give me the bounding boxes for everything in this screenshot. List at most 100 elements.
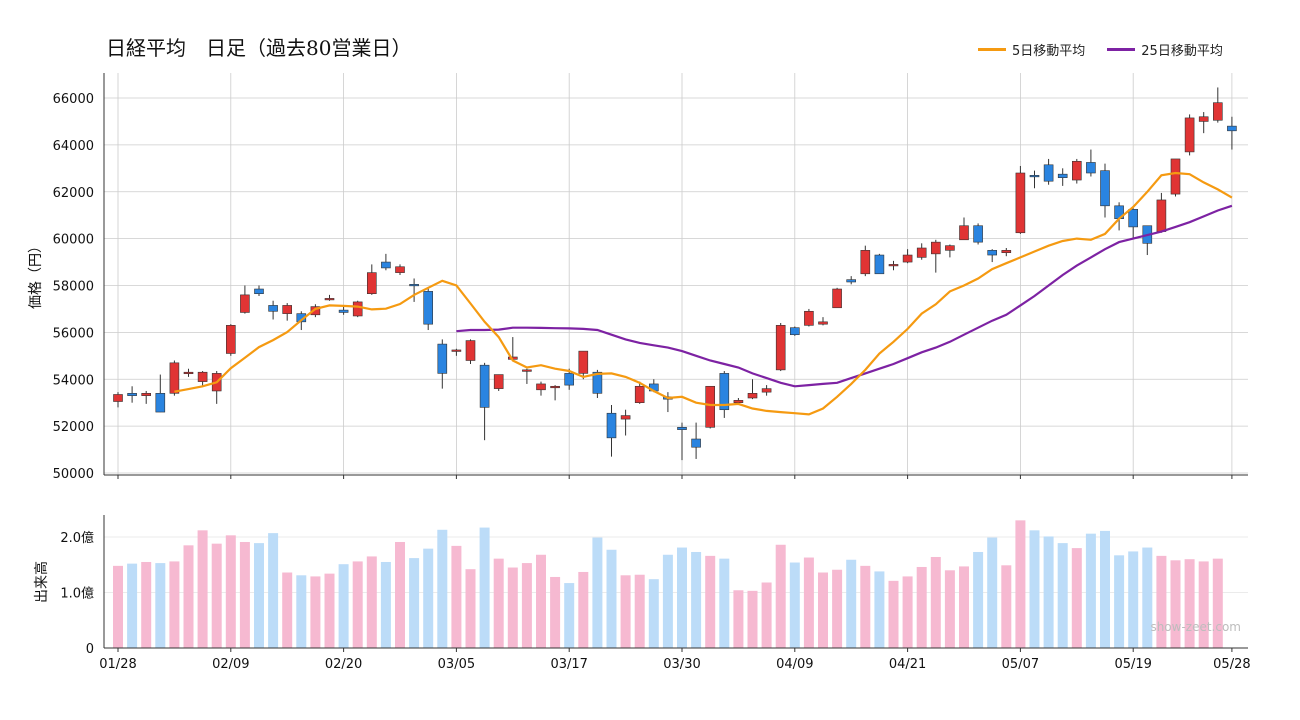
volume-bar	[987, 537, 998, 648]
candle-body	[874, 254, 885, 275]
x-tick-label: 05/19	[1114, 657, 1151, 672]
volume-bar	[423, 548, 434, 648]
candle-body	[1227, 125, 1237, 132]
candle-body	[268, 305, 278, 312]
candle-body	[1043, 164, 1054, 182]
candle-body	[465, 340, 476, 361]
volume-bar	[902, 576, 913, 648]
candle-body	[409, 284, 419, 287]
volume-bar	[916, 566, 927, 648]
candle-body	[902, 254, 913, 263]
candle-body	[479, 364, 490, 408]
volume-bar	[310, 576, 321, 648]
volume-panel: 0 1.0億 2.0億 01/28 02/09 02/20 03/05 03/17 03/30 0…	[33, 515, 1251, 672]
candle-body	[1057, 173, 1068, 178]
candle-body	[522, 369, 532, 372]
volume-bar	[521, 563, 532, 648]
volume-tick-label: 2.0億	[60, 530, 94, 546]
price-tick-label: 52000	[53, 420, 94, 435]
volume-bar	[338, 564, 349, 648]
candle-body	[1072, 160, 1082, 181]
volume-bar	[705, 555, 716, 648]
volume-bar	[239, 541, 250, 648]
candle-body	[959, 225, 969, 241]
x-tick-label: 03/05	[438, 657, 475, 672]
volume-bar	[324, 573, 335, 648]
candle-body	[592, 371, 603, 394]
price-tick-label: 64000	[53, 139, 94, 154]
volume-bar	[944, 570, 955, 648]
volume-bar	[564, 583, 575, 648]
volume-bar	[1128, 551, 1139, 648]
candle-body	[169, 362, 180, 394]
candle-body	[564, 373, 575, 386]
volume-bar	[803, 557, 814, 648]
candle-body	[324, 298, 335, 301]
volume-bar	[493, 558, 504, 648]
candle-body	[437, 343, 448, 374]
candle-body	[493, 374, 504, 389]
volume-bar	[677, 547, 687, 648]
candle-body	[1170, 158, 1181, 195]
candle-body	[197, 371, 208, 382]
legend-item-ma5: 5日移動平均	[978, 40, 1085, 59]
volume-bar	[1156, 555, 1167, 648]
price-tick-label: 60000	[53, 233, 94, 248]
candle-body	[945, 245, 955, 251]
candle-body	[775, 325, 786, 371]
volume-bar	[507, 567, 518, 648]
volume-bar	[113, 565, 123, 648]
candle-body	[1015, 172, 1026, 234]
volume-bar	[1100, 530, 1110, 648]
candle-body	[423, 291, 434, 325]
candle-body	[451, 349, 462, 352]
x-tick-label: 03/30	[663, 657, 700, 672]
candle-body	[183, 371, 194, 375]
volume-bar	[691, 551, 702, 648]
legend-item-ma25: 25日移動平均	[1107, 40, 1223, 59]
candle-body	[818, 321, 828, 325]
volume-bar	[719, 558, 730, 648]
ma25-swatch	[1107, 48, 1136, 51]
x-tick-label: 04/09	[776, 657, 813, 672]
volume-bar	[352, 561, 363, 648]
volume-bar	[1071, 548, 1082, 648]
x-tick-label: 02/09	[212, 657, 249, 672]
price-tick-label: 58000	[53, 280, 94, 295]
candle-body	[789, 327, 800, 336]
price-y-axis-title: 価格（円）	[28, 239, 44, 309]
volume-bar	[634, 574, 645, 648]
candle-body	[634, 385, 645, 403]
volume-bar	[536, 554, 546, 648]
candle-body	[536, 383, 546, 391]
candle-body	[240, 294, 250, 313]
candle-body	[352, 301, 363, 317]
watermark: show-zeet.com	[1150, 620, 1241, 634]
x-tick-label: 05/07	[1002, 657, 1039, 672]
volume-bar	[282, 572, 293, 648]
candle-body	[1086, 162, 1096, 174]
volume-bar	[1057, 543, 1068, 648]
candle-body	[381, 261, 391, 269]
x-tick-label: 04/21	[889, 657, 926, 672]
volume-bar	[465, 569, 476, 648]
volume-bar	[1001, 565, 1012, 648]
candle-body	[1198, 116, 1209, 122]
candle-body	[1156, 199, 1167, 232]
volume-bar	[789, 562, 800, 648]
x-tick-label: 01/28	[99, 657, 136, 672]
legend-label-ma25: 25日移動平均	[1141, 44, 1223, 59]
price-tick-label: 66000	[53, 92, 94, 107]
candle-body	[226, 325, 236, 354]
candle-body	[338, 309, 349, 313]
volume-bar	[1198, 561, 1209, 648]
candle-body	[973, 225, 983, 243]
volume-bar	[183, 545, 194, 648]
candle-body	[705, 385, 716, 428]
candle-body	[1001, 250, 1012, 253]
price-tick-label: 54000	[53, 373, 94, 388]
x-tick-label: 05/28	[1213, 657, 1250, 672]
legend-label-ma5: 5日移動平均	[1012, 44, 1086, 59]
ma5-line	[174, 171, 1233, 416]
